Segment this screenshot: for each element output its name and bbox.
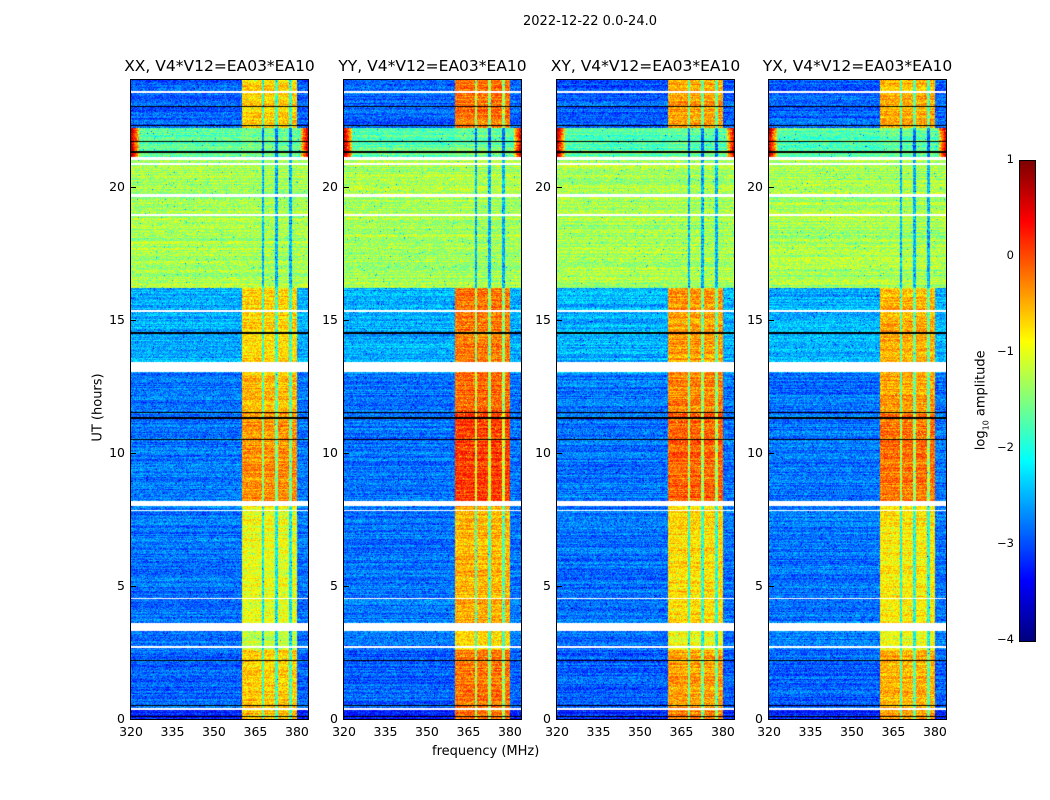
x-tick-label: 365: [456, 724, 481, 739]
heatmap-yx: [769, 80, 946, 719]
y-tick: [769, 585, 774, 587]
x-tick-label: 365: [669, 724, 694, 739]
x-tick-label: 335: [373, 724, 398, 739]
x-tick-label: 320: [332, 724, 356, 739]
y-tick: [769, 319, 774, 321]
panel-0: XX, V4*V12=EA03*EA10 0 5 10 15 20 320 335 350 365…: [109, 57, 315, 739]
y-tick: [344, 452, 349, 454]
x-tick-label: 350: [628, 724, 652, 739]
colorbar-label: log10 amplitude: [973, 350, 991, 451]
x-tick-label: 350: [202, 724, 226, 739]
colorbar-tick-label: −4: [997, 632, 1014, 646]
y-tick-label: 5: [755, 577, 763, 593]
x-tick-label: 380: [923, 724, 947, 739]
panel-title: YX, V4*V12=EA03*EA10: [762, 57, 953, 75]
y-tick-label: 5: [330, 577, 338, 593]
colorbar-tick-label: 1: [1006, 152, 1014, 166]
y-tick-label: 0: [755, 711, 763, 726]
x-tick-label: 380: [498, 724, 522, 739]
x-axis-label: frequency (MHz): [432, 744, 540, 759]
y-tick-label: 20: [322, 178, 338, 194]
x-tick-label: 320: [545, 724, 569, 739]
panel-2: XY, V4*V12=EA03*EA10 0 5 10 15 20 320 335 350 365…: [535, 57, 740, 739]
y-tick: [557, 585, 562, 587]
y-tick-label: 10: [747, 444, 763, 460]
x-tick-label: 365: [243, 724, 268, 739]
heatmap-xx: [131, 80, 308, 719]
y-tick: [131, 319, 136, 321]
colorbar-tick-label: −1: [997, 344, 1014, 358]
y-tick: [344, 186, 349, 188]
panel-title: YY, V4*V12=EA03*EA10: [338, 57, 527, 75]
x-tick-label: 335: [160, 724, 185, 739]
y-tick-label: 10: [322, 444, 338, 460]
x-tick-label: 320: [119, 724, 143, 739]
y-tick-label: 20: [109, 178, 125, 194]
y-tick: [344, 585, 349, 587]
y-tick-label: 0: [117, 711, 125, 726]
y-tick-label: 15: [747, 311, 763, 327]
y-tick-label: 0: [330, 711, 338, 726]
y-tick: [769, 719, 774, 720]
y-tick: [131, 452, 136, 454]
y-tick: [131, 585, 136, 587]
x-tick-label: 350: [840, 724, 864, 739]
panel-title: XX, V4*V12=EA03*EA10: [124, 57, 315, 75]
x-tick-label: 365: [881, 724, 906, 739]
y-tick: [344, 719, 349, 720]
colorbar-tick-label: −2: [997, 440, 1014, 454]
y-tick: [557, 719, 562, 720]
heatmap-yy: [344, 80, 521, 719]
y-tick-label: 15: [535, 311, 551, 327]
heatmap-xy: [557, 80, 734, 719]
x-tick-label: 335: [586, 724, 611, 739]
y-tick-label: 5: [543, 577, 551, 593]
y-tick-label: 20: [747, 178, 763, 194]
y-tick-label: 15: [322, 311, 338, 327]
y-tick-label: 10: [109, 444, 125, 460]
y-tick: [769, 452, 774, 454]
y-tick-label: 20: [535, 178, 551, 194]
x-tick-label: 335: [798, 724, 823, 739]
x-tick-label: 380: [711, 724, 735, 739]
y-tick-label: 5: [117, 577, 125, 593]
y-tick: [769, 186, 774, 188]
x-tick-label: 350: [415, 724, 439, 739]
y-tick-label: 10: [535, 444, 551, 460]
colorbar-tick-label: 0: [1006, 248, 1014, 262]
panel-3: YX, V4*V12=EA03*EA10 0 5 10 15 20 320 335 350 365…: [747, 57, 952, 739]
figure-title: 2022-12-22 0.0-24.0: [523, 14, 657, 29]
y-tick: [131, 719, 136, 720]
y-tick: [131, 186, 136, 188]
y-tick: [557, 452, 562, 454]
y-tick: [344, 319, 349, 321]
panel-1: YY, V4*V12=EA03*EA10 0 5 10 15 20 320 335 350 365…: [322, 57, 527, 739]
y-tick: [557, 319, 562, 321]
y-tick-label: 15: [109, 311, 125, 327]
y-tick-label: 0: [543, 711, 551, 726]
x-tick-label: 320: [757, 724, 781, 739]
y-tick: [557, 186, 562, 188]
colorbar-tick-label: −3: [997, 536, 1014, 550]
x-tick-label: 380: [285, 724, 309, 739]
colorbar: [1019, 160, 1036, 642]
panel-title: XY, V4*V12=EA03*EA10: [550, 57, 741, 75]
